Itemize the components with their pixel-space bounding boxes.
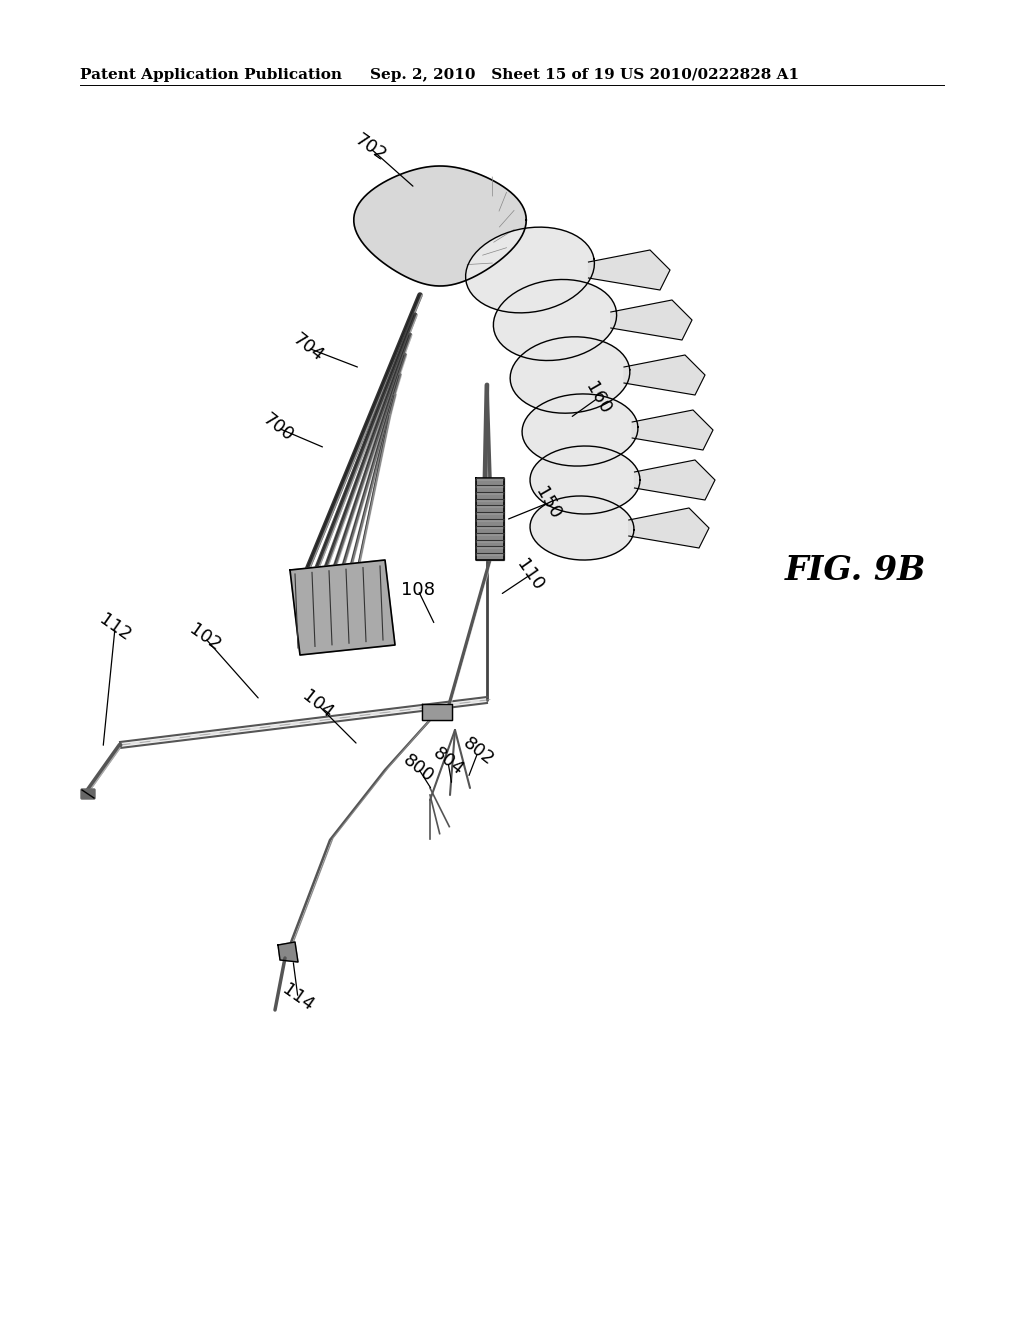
Polygon shape — [290, 719, 430, 945]
Polygon shape — [522, 393, 638, 466]
Text: 104: 104 — [299, 688, 337, 722]
Polygon shape — [530, 496, 634, 560]
Text: 150: 150 — [531, 483, 564, 523]
Polygon shape — [422, 704, 452, 719]
Text: Sep. 2, 2010   Sheet 15 of 19: Sep. 2, 2010 Sheet 15 of 19 — [370, 69, 614, 82]
Polygon shape — [354, 166, 526, 286]
Text: 112: 112 — [96, 611, 134, 645]
Text: 804: 804 — [429, 744, 467, 780]
Polygon shape — [632, 411, 713, 450]
Polygon shape — [624, 355, 705, 395]
Text: FIG. 9B: FIG. 9B — [785, 553, 927, 586]
FancyBboxPatch shape — [81, 789, 95, 799]
Text: 110: 110 — [513, 556, 547, 594]
Text: 800: 800 — [399, 751, 437, 785]
Text: 114: 114 — [279, 981, 317, 1015]
Text: 702: 702 — [351, 131, 389, 165]
Text: 802: 802 — [459, 734, 497, 770]
Text: 160: 160 — [582, 379, 614, 417]
Text: 108: 108 — [401, 581, 435, 599]
Polygon shape — [466, 227, 594, 313]
Polygon shape — [290, 560, 395, 655]
Polygon shape — [610, 300, 692, 341]
Polygon shape — [629, 508, 709, 548]
Polygon shape — [530, 446, 640, 513]
Text: US 2010/0222828 A1: US 2010/0222828 A1 — [620, 69, 799, 82]
Text: 700: 700 — [259, 411, 297, 446]
Polygon shape — [510, 337, 630, 413]
Polygon shape — [589, 249, 670, 290]
Text: 704: 704 — [289, 330, 327, 366]
Text: Patent Application Publication: Patent Application Publication — [80, 69, 342, 82]
Polygon shape — [278, 942, 298, 962]
Polygon shape — [476, 478, 504, 560]
Polygon shape — [635, 459, 715, 500]
Text: 102: 102 — [186, 620, 224, 655]
Polygon shape — [494, 280, 616, 360]
